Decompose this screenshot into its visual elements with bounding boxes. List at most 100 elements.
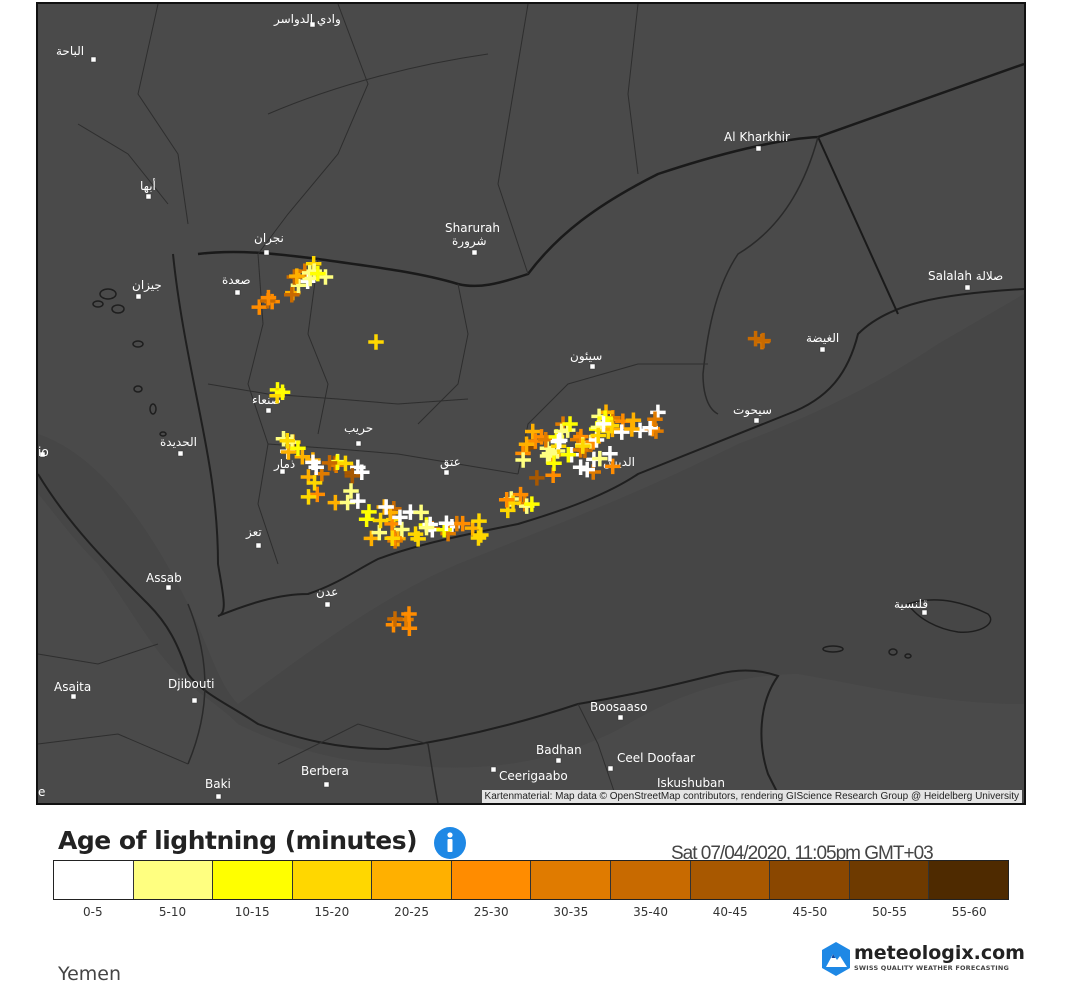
legend-swatch bbox=[690, 861, 771, 899]
place-dot bbox=[555, 757, 562, 764]
place-label-salalah: Salalah صلالة bbox=[928, 269, 1003, 283]
legend-swatch bbox=[133, 861, 214, 899]
place-dot bbox=[471, 249, 478, 256]
water-area bbox=[38, 294, 1024, 768]
lightning-strike-marker bbox=[755, 332, 771, 349]
lightning-strike-marker bbox=[384, 516, 400, 532]
legend-swatch bbox=[770, 861, 850, 899]
lightning-strike-marker bbox=[392, 509, 408, 526]
legend-swatch bbox=[849, 861, 930, 899]
place-label-e: e bbox=[38, 785, 45, 799]
place-label-badhan: Badhan bbox=[536, 743, 582, 757]
legend-label: 25-30 bbox=[473, 905, 509, 919]
mountain-logo-icon bbox=[822, 942, 850, 976]
map-canvas: وادي الدواسر الباحة Al Kharkhir أبها Sha… bbox=[38, 4, 1024, 803]
lightning-strike-marker bbox=[562, 416, 578, 432]
lightning-strike-marker bbox=[642, 419, 658, 436]
place-dot bbox=[279, 468, 286, 475]
lightning-strike-marker bbox=[573, 428, 589, 445]
place-dot bbox=[234, 289, 241, 296]
lightning-strike-marker bbox=[327, 494, 344, 511]
lightning-map: وادي الدواسر الباحة Al Kharkhir أبها Sha… bbox=[36, 2, 1026, 805]
lightning-strike-marker bbox=[294, 449, 311, 465]
place-label-taiz: تعز bbox=[245, 525, 262, 540]
info-icon[interactable] bbox=[433, 826, 467, 860]
lightning-strike-marker bbox=[438, 515, 455, 531]
lightning-strike-marker bbox=[572, 459, 589, 476]
place-dot bbox=[177, 450, 184, 457]
place-dot bbox=[617, 714, 624, 721]
legend-label: 40-45 bbox=[712, 905, 748, 919]
place-dot bbox=[255, 542, 262, 549]
place-label-hodeidah: الحديدة bbox=[160, 435, 197, 449]
legend-swatch bbox=[929, 861, 1008, 899]
legend-label: 55-60 bbox=[951, 905, 987, 919]
lightning-strike-marker bbox=[647, 411, 663, 428]
place-dot bbox=[90, 56, 97, 63]
lightning-strike-marker bbox=[394, 521, 410, 538]
legend-label: 5-10 bbox=[158, 905, 187, 919]
lightning-strike-marker bbox=[372, 512, 389, 529]
place-dot bbox=[490, 766, 497, 773]
lightning-strike-marker bbox=[290, 440, 306, 456]
place-dot bbox=[607, 765, 614, 772]
place-dot bbox=[309, 21, 316, 28]
lightning-strike-marker bbox=[384, 530, 400, 546]
lightning-strike-marker bbox=[553, 423, 570, 440]
legend-swatch bbox=[372, 861, 452, 899]
border-djibouti bbox=[187, 603, 206, 765]
lightning-strike-marker bbox=[541, 445, 558, 462]
lightning-strike-marker bbox=[363, 530, 380, 547]
lightning-strike-marker bbox=[546, 455, 562, 472]
place-label-qalansiyah: قلنسية bbox=[894, 597, 928, 611]
place-dot bbox=[263, 249, 270, 256]
lightning-strike-marker bbox=[473, 527, 489, 543]
lightning-strike-marker bbox=[518, 436, 535, 453]
province-borders bbox=[38, 4, 708, 803]
place-label-assab: Assab bbox=[146, 571, 182, 585]
place-dot bbox=[355, 440, 362, 447]
place-label-saada: صعدة bbox=[222, 273, 251, 287]
lightning-strike-marker bbox=[592, 450, 608, 467]
lightning-strike-marker bbox=[343, 483, 359, 499]
lightning-strike-marker bbox=[260, 289, 277, 306]
lightning-strike-marker bbox=[305, 454, 321, 471]
place-label-io: io bbox=[38, 445, 49, 459]
lightning-strike-marker bbox=[418, 519, 435, 536]
lightning-strike-marker bbox=[368, 334, 384, 350]
lightning-strike-marker bbox=[515, 452, 531, 468]
place-dot bbox=[921, 609, 928, 616]
lightning-strike-marker bbox=[538, 432, 554, 448]
place-label-ceerigaabo: Ceerigaabo bbox=[499, 769, 568, 783]
place-label-asaita: Asaita bbox=[54, 680, 91, 694]
lightning-strike-marker bbox=[344, 468, 361, 484]
lightning-strike-marker bbox=[309, 486, 326, 503]
lightning-strike-marker bbox=[498, 492, 515, 508]
lightning-strike-marker bbox=[464, 520, 481, 536]
place-label-aden: عدن bbox=[316, 585, 338, 599]
place-label-baha: الباحة bbox=[56, 44, 84, 58]
place-label-sharurah-ar: شرورة bbox=[452, 234, 487, 249]
lightning-strike-marker bbox=[529, 470, 545, 486]
lightning-strikes bbox=[251, 256, 771, 637]
place-dot bbox=[964, 284, 971, 291]
place-dot bbox=[215, 793, 222, 800]
lightning-strike-marker bbox=[413, 504, 429, 521]
islands bbox=[92, 288, 992, 659]
lightning-strike-marker bbox=[306, 475, 323, 491]
place-label-ceel-doofaar: Ceel Doofaar bbox=[617, 751, 695, 765]
legend-label: 35-40 bbox=[633, 905, 668, 919]
legend-labels: 0-5 5-10 10-15 15-20 20-25 25-30 30-35 35-40 40-… bbox=[53, 905, 1009, 919]
legend-label: 0-5 bbox=[83, 905, 103, 919]
lightning-strike-marker bbox=[401, 606, 417, 622]
legend-label: 20-25 bbox=[394, 905, 429, 919]
lightning-strike-marker bbox=[614, 424, 630, 440]
place-label-al-kharkhir: Al Kharkhir bbox=[724, 130, 790, 144]
place-label-boosaaso: Boosaaso bbox=[590, 700, 647, 714]
legend-label: 45-50 bbox=[792, 905, 828, 919]
lightning-strike-marker bbox=[401, 620, 418, 637]
lightning-strike-marker bbox=[747, 330, 764, 347]
brand-logo[interactable]: meteologix.com SWISS QUALITY WEATHER FOR… bbox=[820, 940, 1025, 980]
lightning-strike-marker bbox=[471, 513, 487, 529]
legend-label: 30-35 bbox=[553, 905, 589, 919]
